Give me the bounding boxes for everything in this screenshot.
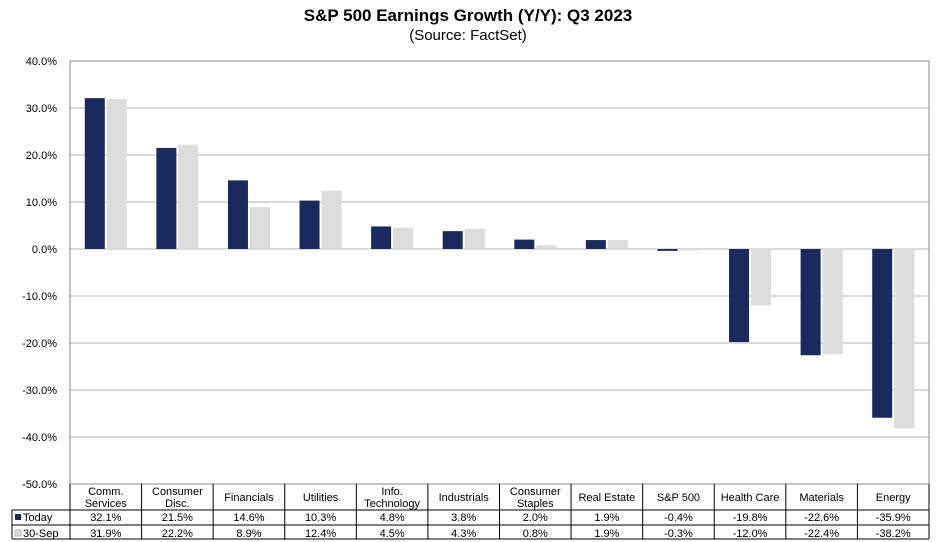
y-tick-label: -10.0%: [22, 291, 57, 303]
category-label: Comm. Services: [85, 486, 128, 510]
chart-title-block: S&P 500 Earnings Growth (Y/Y): Q3 2023 (…: [0, 6, 936, 45]
category-label: Consumer Staples: [510, 486, 561, 510]
bar-30-sep: [178, 144, 199, 249]
bar-30-sep: [536, 245, 557, 249]
category-label: Materials: [799, 492, 844, 504]
bar-today: [585, 240, 606, 249]
bar-today: [84, 98, 105, 249]
legend-key-today: [15, 514, 21, 520]
category-label: S&P 500: [657, 492, 700, 504]
bar-today: [156, 147, 177, 249]
data-label: -38.2%: [876, 528, 911, 540]
y-tick-label: 0.0%: [32, 244, 57, 256]
data-label: 1.9%: [594, 528, 619, 540]
category-label: Real Estate: [578, 492, 635, 504]
data-label: 31.9%: [90, 528, 121, 540]
category-label: Industrials: [439, 492, 490, 504]
bar-30-sep: [679, 249, 700, 251]
bar-30-sep: [249, 207, 270, 249]
bar-today: [872, 249, 893, 418]
chart-subtitle: (Source: FactSet): [409, 27, 527, 44]
bar-30-sep: [321, 190, 342, 249]
category-label: Health Care: [721, 492, 780, 504]
y-tick-label: -20.0%: [22, 338, 57, 350]
bar-today: [657, 249, 678, 251]
data-label: 22.2%: [162, 528, 193, 540]
bar-30-sep: [106, 99, 127, 249]
category-label: Consumer Disc.: [152, 486, 203, 510]
legend-key-30-sep: [14, 529, 22, 537]
data-label: 4.3%: [451, 528, 476, 540]
bar-30-sep: [751, 249, 772, 306]
data-label: 8.9%: [236, 528, 261, 540]
bar-30-sep: [607, 240, 628, 249]
data-label: -19.8%: [733, 512, 768, 524]
data-label: 1.9%: [594, 512, 619, 524]
bar-30-sep: [393, 227, 414, 249]
bar-today: [442, 231, 463, 249]
category-label: Energy: [876, 492, 911, 504]
data-label: 2.0%: [523, 512, 548, 524]
y-tick-label: -30.0%: [22, 385, 57, 397]
legend-label-today: Today: [23, 512, 53, 524]
data-label: 21.5%: [162, 512, 193, 524]
legend-label-30-sep: 30-Sep: [23, 528, 58, 540]
bar-today: [299, 200, 320, 249]
category-label: Financials: [224, 492, 274, 504]
y-tick-label: 40.0%: [26, 56, 57, 68]
bar-today: [514, 239, 535, 249]
y-tick-label: -50.0%: [22, 479, 57, 491]
y-tick-label: 20.0%: [26, 150, 57, 162]
data-label: -22.4%: [804, 528, 839, 540]
data-label: 14.6%: [233, 512, 264, 524]
bar-30-sep: [464, 228, 485, 249]
data-label: 3.8%: [451, 512, 476, 524]
category-label: Utilities: [303, 492, 339, 504]
data-label: 4.8%: [380, 512, 405, 524]
data-label: 12.4%: [305, 528, 336, 540]
data-label: -0.4%: [664, 512, 693, 524]
chart-title: S&P 500 Earnings Growth (Y/Y): Q3 2023: [303, 6, 633, 25]
plot-area-frame: [69, 60, 930, 485]
y-tick-label: 30.0%: [26, 103, 57, 115]
y-tick-label: 10.0%: [26, 197, 57, 209]
category-label: Info. Technology: [364, 486, 420, 510]
data-label: -35.9%: [876, 512, 911, 524]
data-label: -0.3%: [664, 528, 693, 540]
data-label: -22.6%: [804, 512, 839, 524]
bar-today: [371, 226, 392, 249]
bar-today: [729, 249, 750, 343]
bar-30-sep: [822, 249, 843, 355]
y-tick-label: -40.0%: [22, 432, 57, 444]
bar-today: [800, 249, 821, 356]
data-label: -12.0%: [733, 528, 768, 540]
data-label: 32.1%: [90, 512, 121, 524]
data-label: 0.8%: [523, 528, 548, 540]
data-label: 4.5%: [380, 528, 405, 540]
data-label: 10.3%: [305, 512, 336, 524]
bar-today: [227, 180, 248, 249]
bar-30-sep: [894, 249, 915, 429]
